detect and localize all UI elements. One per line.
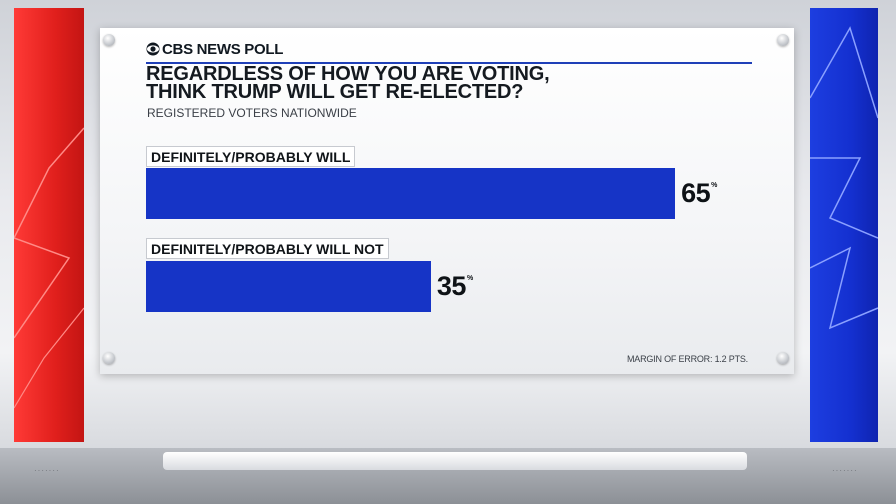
chart-title: REGARDLESS OF HOW YOU ARE VOTING, THINK … xyxy=(146,63,706,103)
chart-title-line-1: REGARDLESS OF HOW YOU ARE VOTING, xyxy=(146,63,550,85)
bar-value-unit: % xyxy=(711,182,717,189)
screw-icon xyxy=(103,352,115,364)
chart-subtitle: REGISTERED VOTERS NATIONWIDE xyxy=(147,106,357,120)
bar-value-unit: % xyxy=(466,275,473,282)
floor-ledge xyxy=(163,452,747,470)
margin-of-error: MARGIN OF ERROR: 1.2 PTS. xyxy=(626,354,748,364)
bar xyxy=(146,261,431,312)
screw-icon xyxy=(103,34,115,46)
star-outline-left xyxy=(14,127,84,409)
screw-icon xyxy=(777,352,789,364)
bar-category-label: DEFINITELY/PROBABLY WILL NOT xyxy=(146,238,389,259)
brand-header: CBS NEWS POLL xyxy=(146,40,752,64)
bar-value-label: 65% xyxy=(681,178,717,209)
floor-dots-left: ······· xyxy=(34,466,60,475)
bar-value-number: 35 xyxy=(436,271,467,301)
blue-star-panel xyxy=(810,8,878,442)
bar-value-label: 35% xyxy=(437,271,473,302)
star-outline-right xyxy=(810,26,878,330)
screw-icon xyxy=(777,34,789,46)
red-star-panel xyxy=(14,8,84,442)
chart-title-line-2: THINK TRUMP WILL GET RE-ELECTED? xyxy=(146,81,524,103)
bar-value-number: 65 xyxy=(681,178,711,208)
bar xyxy=(146,168,676,219)
floor-dots-right: ······· xyxy=(832,466,858,475)
brand-name: CBS NEWS POLL xyxy=(162,41,284,58)
bar-category-label: DEFINITELY/PROBABLY WILL xyxy=(146,146,356,167)
eye-icon xyxy=(146,42,160,56)
